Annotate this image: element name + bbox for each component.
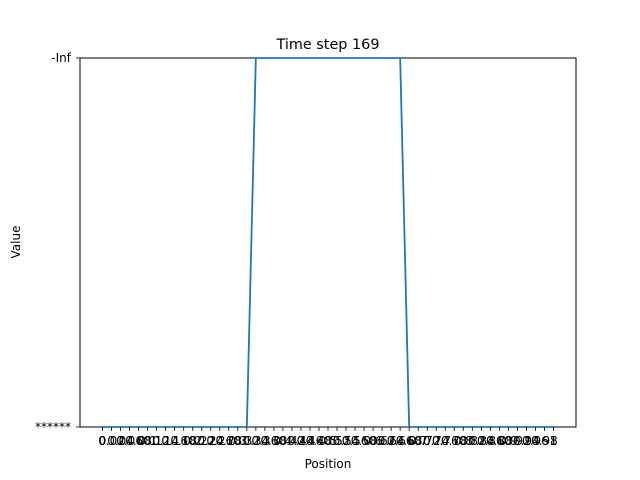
x-tick-label: 0.44 <box>288 434 315 448</box>
x-tick-label: 0.58 <box>351 434 378 448</box>
x-tick-label: 0.06 <box>116 434 143 448</box>
x-tick-label: 0.62 <box>369 434 396 448</box>
x-tick-label: 0.84 <box>468 434 495 448</box>
x-tick-label: 0.12 <box>143 434 170 448</box>
x-tick-label: 0.3 <box>228 434 247 448</box>
x-tick-label: 0.74 <box>423 434 450 448</box>
x-tick-label: 1 <box>550 434 558 448</box>
x-tick-label: 0.76 <box>432 434 459 448</box>
x-tick-label: 0.9 <box>499 434 518 448</box>
x-tick-label: 0.94 <box>513 434 540 448</box>
y-axis-label: Value <box>9 226 23 259</box>
series-layer <box>101 57 555 428</box>
x-tick-label: 0.32 <box>233 434 260 448</box>
x-tick-label: 0.88 <box>486 434 513 448</box>
series-line-0 <box>101 57 555 428</box>
x-tick-label: 0.6 <box>364 434 383 448</box>
y-tick-label: ****** <box>35 420 71 434</box>
x-tick-label: 0.8 <box>454 434 473 448</box>
x-tick-label: 0.5 <box>318 434 337 448</box>
x-tick-label: 0.36 <box>252 434 279 448</box>
plot-area <box>79 57 577 428</box>
x-tick-label: 0.56 <box>342 434 369 448</box>
x-tick-label: 0.78 <box>441 434 468 448</box>
x-tick-label: 0.02 <box>98 434 125 448</box>
x-tick-label: 0.54 <box>333 434 360 448</box>
x-tick-label: 0.14 <box>152 434 179 448</box>
x-tick-label: 0.08 <box>125 434 152 448</box>
x-tick-label: 0.4 <box>273 434 292 448</box>
x-axis-label: Position <box>305 457 352 471</box>
x-tick-label: 0.92 <box>504 434 531 448</box>
x-tick-label: 0.86 <box>477 434 504 448</box>
x-tick-label: 0.52 <box>324 434 351 448</box>
y-axis-ticks: ****** -Inf <box>35 51 80 434</box>
x-tick-label: 0.98 <box>531 434 558 448</box>
x-tick-label: 0.26 <box>206 434 233 448</box>
x-tick-label: 0.64 <box>378 434 405 448</box>
x-tick-label: 0.7 <box>409 434 428 448</box>
x-tick-label: 0.68 <box>396 434 423 448</box>
x-tick-label: 0.18 <box>170 434 197 448</box>
x-tick-label: 0.28 <box>215 434 242 448</box>
x-tick-label: 0 <box>99 434 107 448</box>
x-tick-label: 0.96 <box>522 434 549 448</box>
plot-frame <box>79 57 577 428</box>
x-tick-label: 0.16 <box>161 434 188 448</box>
chart-title: Time step 169 <box>276 37 380 53</box>
x-tick-label: 0.72 <box>414 434 441 448</box>
x-tick-label: 0.38 <box>261 434 288 448</box>
x-tick-label: 0.48 <box>306 434 333 448</box>
x-tick-label: 0.46 <box>297 434 324 448</box>
x-tick-label: 0.42 <box>279 434 306 448</box>
x-tick-label: 0.34 <box>242 434 269 448</box>
x-tick-label: 0.04 <box>107 434 134 448</box>
x-tick-label: 0.24 <box>197 434 224 448</box>
x-tick-label: 0.66 <box>387 434 414 448</box>
y-tick-label: -Inf <box>51 51 71 65</box>
x-tick-label: 0.22 <box>188 434 215 448</box>
x-axis-ticks: 00.020.040.060.080.10.120.140.160.180.20… <box>98 427 558 448</box>
x-tick-label: 0.1 <box>138 434 157 448</box>
x-tick-label: 0.2 <box>183 434 202 448</box>
x-tick-label: 0.82 <box>459 434 486 448</box>
